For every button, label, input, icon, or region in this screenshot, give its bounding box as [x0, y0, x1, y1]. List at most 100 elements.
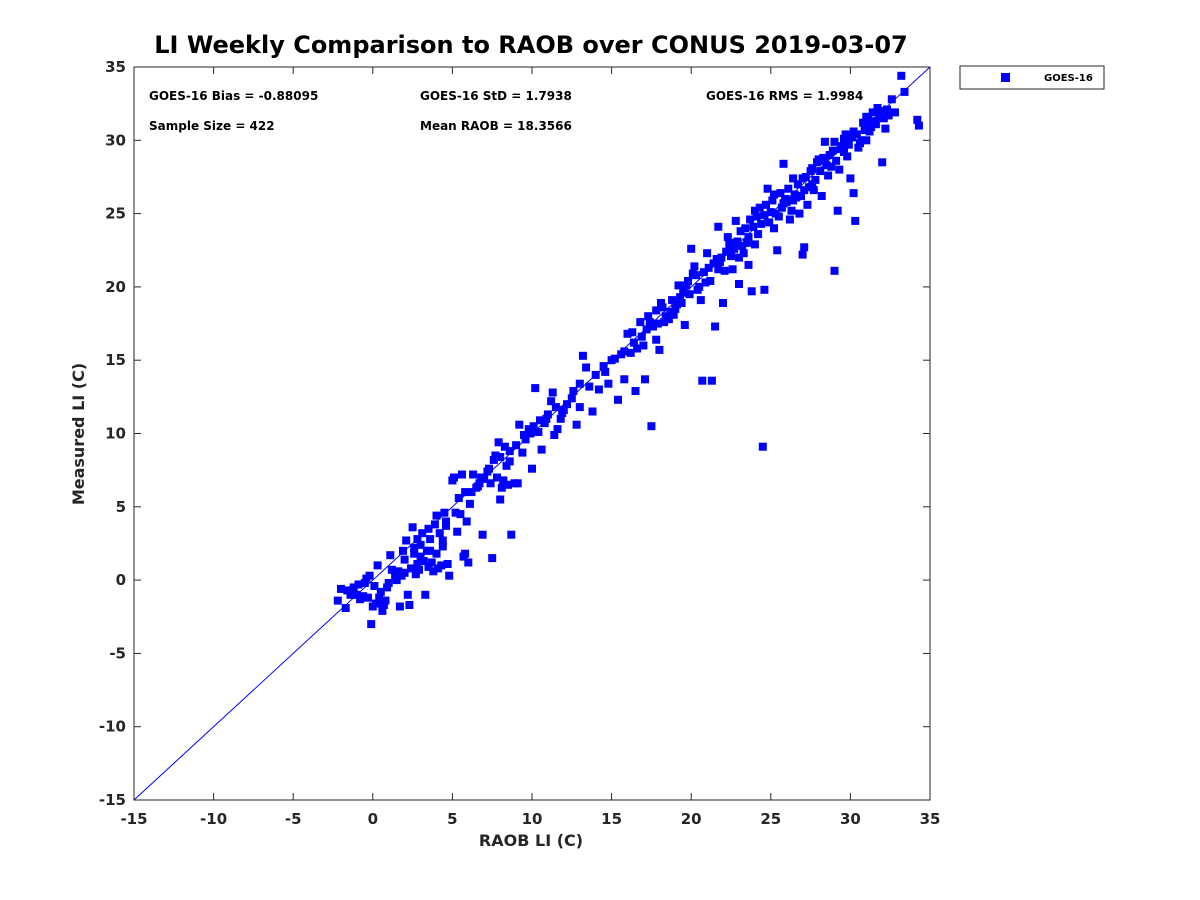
data-point	[410, 549, 419, 558]
data-point	[349, 583, 358, 592]
data-point	[680, 321, 689, 329]
data-point	[407, 564, 415, 573]
data-point	[419, 557, 428, 565]
data-point	[755, 203, 764, 212]
y-tick-label: 25	[105, 205, 126, 223]
data-point	[676, 293, 685, 302]
data-point	[489, 455, 498, 464]
data-point	[379, 601, 388, 609]
data-point	[496, 453, 505, 461]
data-point	[493, 473, 501, 482]
data-point	[698, 376, 707, 385]
data-point	[728, 265, 737, 274]
data-point	[735, 253, 743, 262]
data-point	[833, 206, 842, 215]
data-point	[435, 529, 444, 538]
data-point	[626, 348, 635, 357]
data-point	[424, 562, 433, 571]
data-point	[442, 517, 450, 526]
data-point	[451, 508, 460, 517]
data-point	[415, 565, 423, 574]
data-point	[645, 318, 654, 327]
data-point	[411, 570, 420, 579]
data-point	[529, 422, 538, 431]
data-point	[865, 127, 874, 136]
data-point	[513, 479, 522, 488]
y-axis-label: Measured LI (C)	[69, 363, 88, 505]
data-point	[410, 543, 419, 552]
data-point	[672, 300, 681, 309]
data-point	[462, 517, 471, 526]
data-point	[461, 488, 470, 497]
x-tick-label: 25	[760, 810, 781, 828]
data-point	[518, 448, 527, 457]
data-point	[741, 224, 750, 233]
stat-rms: GOES-16 RMS = 1.9984	[706, 89, 863, 103]
data-point	[750, 206, 759, 215]
data-point	[779, 199, 788, 208]
data-point	[567, 394, 576, 403]
data-point	[758, 442, 767, 451]
data-point	[494, 438, 503, 447]
data-point	[443, 560, 452, 568]
data-point	[343, 586, 352, 595]
data-point	[620, 347, 629, 356]
data-point	[862, 136, 871, 145]
data-point	[714, 222, 723, 231]
legend-marker-square	[1001, 73, 1010, 82]
data-point	[429, 567, 438, 576]
data-point	[658, 303, 667, 312]
data-point	[813, 158, 821, 167]
data-point	[790, 190, 799, 199]
data-point	[707, 376, 716, 385]
stat-std: GOES-16 StD = 1.7938	[420, 89, 572, 103]
data-point	[838, 142, 847, 151]
data-point	[736, 227, 745, 236]
stat-mean-raob: Mean RAOB = 18.3566	[420, 119, 572, 133]
data-point	[442, 521, 450, 530]
data-point	[356, 595, 365, 604]
data-point	[657, 299, 665, 307]
y-tick-label: -5	[109, 644, 126, 662]
data-point	[438, 542, 447, 551]
data-point	[653, 319, 662, 328]
data-point	[591, 370, 600, 379]
data-point	[485, 464, 493, 473]
data-point	[709, 259, 718, 268]
data-point	[770, 224, 778, 233]
data-point	[738, 241, 747, 250]
data-point	[373, 561, 382, 570]
x-tick-label: 20	[681, 810, 702, 828]
data-point	[714, 265, 723, 274]
data-point	[547, 397, 556, 406]
data-point	[808, 180, 817, 189]
data-point	[426, 546, 435, 555]
data-point	[375, 593, 384, 602]
data-point	[400, 555, 409, 564]
data-point	[399, 546, 407, 555]
data-point	[465, 499, 474, 508]
data-point	[717, 253, 726, 262]
data-point	[430, 520, 439, 529]
data-point	[747, 287, 756, 296]
data-point	[844, 140, 853, 149]
data-point	[849, 127, 858, 136]
data-point	[840, 134, 848, 143]
data-point	[704, 263, 713, 272]
data-point	[688, 269, 697, 278]
x-tick-label: 10	[522, 810, 543, 828]
data-point	[715, 258, 724, 266]
data-point	[835, 165, 844, 174]
data-point	[913, 115, 922, 124]
data-point	[520, 431, 528, 439]
x-tick-label: -15	[120, 810, 147, 828]
data-point	[384, 579, 393, 587]
data-point	[426, 535, 435, 544]
data-point	[798, 250, 807, 259]
data-point	[671, 304, 680, 313]
data-point	[491, 451, 500, 460]
data-point	[445, 571, 454, 580]
data-point	[367, 620, 376, 629]
data-point	[816, 167, 825, 176]
data-point	[537, 445, 546, 454]
